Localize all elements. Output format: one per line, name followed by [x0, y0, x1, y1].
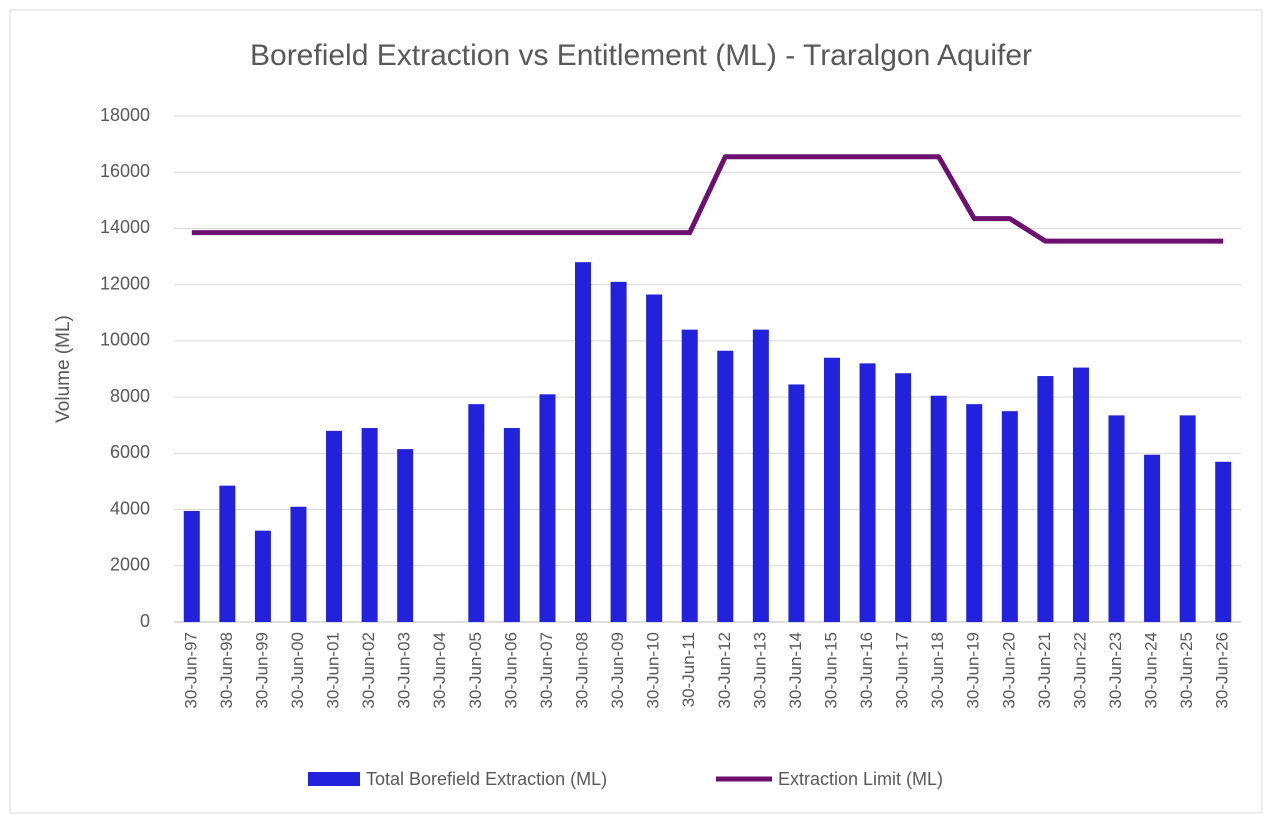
x-tick-label: 30-Jun-05 — [466, 632, 485, 709]
x-tick-label: 30-Jun-10 — [644, 632, 663, 709]
bar — [1072, 367, 1089, 622]
x-tick-label: 30-Jun-14 — [786, 632, 805, 709]
y-tick-label: 6000 — [110, 442, 150, 462]
x-tick-label: 30-Jun-04 — [430, 632, 449, 709]
x-tick-label: 30-Jun-24 — [1142, 632, 1161, 709]
y-tick-label: 14000 — [100, 217, 150, 237]
legend-label: Extraction Limit (ML) — [778, 769, 943, 789]
x-tick-label: 30-Jun-03 — [395, 632, 414, 709]
x-tick-label: 30-Jun-02 — [359, 632, 378, 709]
bar — [681, 329, 698, 622]
bar — [290, 506, 307, 622]
x-tick-label: 30-Jun-97 — [181, 632, 200, 709]
bar — [1144, 454, 1161, 622]
x-tick-label: 30-Jun-06 — [501, 632, 520, 709]
x-tick-label: 30-Jun-12 — [715, 632, 734, 709]
bar — [397, 449, 414, 622]
bar — [1108, 415, 1125, 622]
line — [191, 154, 1224, 244]
chart-title: Borefield Extraction vs Entitlement (ML)… — [250, 39, 1032, 72]
bar — [361, 428, 378, 622]
bar — [646, 294, 663, 622]
bar — [254, 530, 271, 622]
legend-label: Total Borefield Extraction (ML) — [366, 769, 607, 789]
x-tick-label: 30-Jun-99 — [252, 632, 271, 709]
bar — [717, 350, 734, 622]
legend-swatch — [308, 772, 360, 786]
x-tick-label: 30-Jun-20 — [999, 632, 1018, 709]
y-tick-label: 10000 — [100, 330, 150, 350]
x-tick-label: 30-Jun-21 — [1035, 632, 1054, 709]
x-tick-label: 30-Jun-18 — [928, 632, 947, 709]
y-tick-label: 8000 — [110, 386, 150, 406]
bar — [895, 373, 912, 622]
x-tick-label: 30-Jun-19 — [964, 632, 983, 709]
x-tick-label: 30-Jun-09 — [608, 632, 627, 709]
x-tick-label: 30-Jun-15 — [821, 632, 840, 709]
x-tick-label: 30-Jun-01 — [324, 632, 343, 709]
x-tick-label: 30-Jun-98 — [217, 632, 236, 709]
x-tick-label: 30-Jun-22 — [1070, 632, 1089, 709]
x-tick-label: 30-Jun-26 — [1213, 632, 1232, 709]
bar — [183, 510, 200, 622]
y-axis-label: Volume (ML) — [53, 315, 74, 423]
x-tick-label: 30-Jun-07 — [537, 632, 556, 709]
x-tick-label: 30-Jun-08 — [573, 632, 592, 709]
y-tick-label: 18000 — [100, 105, 150, 125]
x-tick-label: 30-Jun-25 — [1177, 632, 1196, 709]
bar — [1037, 376, 1054, 622]
bar — [1215, 461, 1232, 622]
y-tick-label: 12000 — [100, 273, 150, 293]
bar — [468, 404, 485, 622]
y-tick-label: 2000 — [110, 555, 150, 575]
x-tick-label: 30-Jun-16 — [857, 632, 876, 709]
bar — [823, 357, 840, 622]
bar — [503, 428, 520, 622]
bar — [1001, 411, 1018, 622]
bar — [752, 329, 769, 622]
x-tick-label: 30-Jun-13 — [750, 632, 769, 709]
bar — [788, 384, 805, 622]
bar — [326, 430, 343, 622]
x-tick-label: 30-Jun-11 — [679, 632, 698, 707]
y-tick-label: 16000 — [100, 161, 150, 181]
y-tick-label: 4000 — [110, 498, 150, 518]
bar — [859, 363, 876, 622]
bar — [930, 395, 947, 622]
x-tick-label: 30-Jun-23 — [1106, 632, 1125, 709]
bar — [575, 262, 592, 622]
bar — [539, 394, 556, 622]
y-tick-label: 0 — [140, 611, 150, 631]
bar — [219, 485, 236, 622]
bar — [966, 404, 983, 622]
bar — [610, 281, 627, 622]
x-tick-label: 30-Jun-17 — [893, 632, 912, 709]
x-tick-label: 30-Jun-00 — [288, 632, 307, 709]
bar — [1179, 415, 1196, 622]
